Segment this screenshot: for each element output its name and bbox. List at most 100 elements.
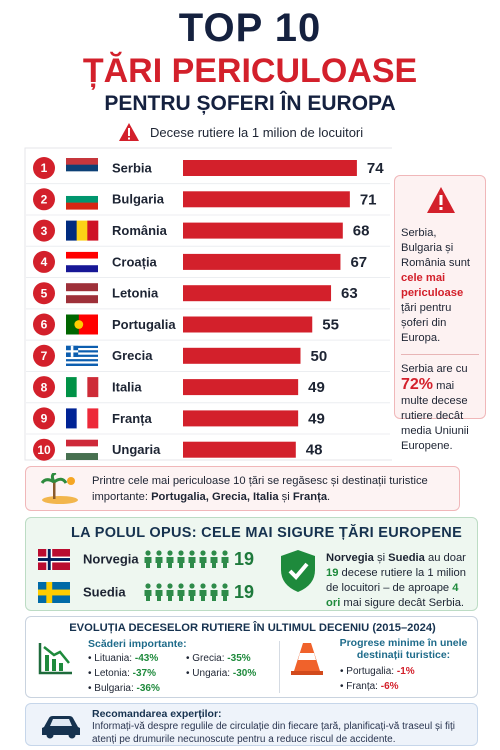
flag-stripe (87, 377, 99, 398)
warning-icon (119, 123, 139, 141)
flag-emblem (74, 320, 84, 329)
icon-shape (298, 653, 316, 660)
cone-icon (291, 643, 323, 675)
flag (38, 549, 70, 570)
flag-stripe (66, 408, 77, 429)
person-icon (189, 550, 195, 556)
person-icon (211, 550, 217, 556)
flag-stripe (66, 361, 98, 364)
list-item: • Franța: -6% (340, 679, 399, 694)
rank-label: 7 (41, 349, 48, 363)
flag-stripe (66, 348, 98, 351)
emphasis: Norvegia (326, 552, 374, 564)
flag-cross (38, 589, 70, 596)
bar (183, 441, 296, 458)
person-icon (200, 583, 206, 589)
title: ȚĂRI PERICULOASE (82, 52, 418, 90)
bar (183, 316, 313, 333)
country-value: 19 (234, 549, 254, 569)
category-label: Portugalia (112, 317, 176, 332)
person-icon (155, 590, 163, 601)
item-name: Portugalia: (346, 666, 395, 677)
person-icon (144, 590, 152, 601)
value-label: 68 (353, 223, 370, 240)
icon-shape (52, 659, 56, 671)
person-icon (167, 583, 173, 589)
flag (66, 189, 98, 210)
item-change: -6% (380, 681, 399, 692)
flag-stripe (66, 359, 98, 362)
person-icon (222, 550, 228, 556)
icon-shape (68, 731, 76, 739)
bar (183, 347, 301, 364)
separator (279, 641, 280, 693)
flag (66, 314, 98, 335)
tourism-note: Printre cele mai periculoase 10 țări se … (25, 466, 460, 511)
icon-shape (281, 550, 315, 592)
flag-stripe (66, 350, 98, 353)
separator (401, 354, 479, 355)
text: țări pentru șoferi din Europa. (401, 302, 452, 344)
bar (183, 379, 299, 396)
person-icon (222, 583, 228, 589)
value-label: 49 (308, 379, 325, 396)
rank-badge (33, 313, 55, 336)
recommendation: Recomandarea experților: Informați-vă de… (25, 703, 478, 746)
flag-stripe (66, 354, 98, 358)
flag-cross (70, 345, 74, 357)
flag (38, 582, 70, 603)
text: și (373, 552, 389, 564)
person-icon (177, 590, 185, 601)
bar (183, 222, 343, 239)
value-label: 74 (367, 160, 384, 177)
person-icon (156, 550, 162, 556)
category-label: Bulgaria (112, 192, 165, 207)
person-icon (167, 550, 173, 556)
emphasis: Franța (292, 491, 328, 503)
rank-badge (33, 282, 55, 305)
bar (183, 191, 350, 208)
person-icon (199, 557, 207, 568)
text: mai sigure decât Serbia. (340, 597, 465, 609)
value-label: 67 (350, 254, 367, 271)
flag-stripe (66, 251, 98, 259)
safest-list: Norvegia 19 Suedia 19 (38, 549, 254, 603)
safest-section: LA POLUL OPUS: CELE MAI SIGURE ȚĂRI EURO… (25, 517, 478, 611)
bullet: • (88, 653, 95, 664)
icon-shape (288, 562, 309, 580)
flag (66, 220, 99, 241)
category-label: Franța (112, 411, 153, 426)
flag-stripe (87, 408, 99, 429)
icon-shape (439, 195, 443, 205)
flag-stripe (66, 356, 98, 360)
note-text: Serbia, Bulgaria și România sunt cele ma… (401, 226, 479, 346)
flag-cross (38, 558, 70, 561)
title: TOP 10 (178, 6, 322, 50)
flag-stripe (66, 345, 98, 349)
title: PENTRU ȘOFERI ÎN EUROPA (104, 92, 396, 115)
person-icon (188, 590, 196, 601)
list-item: • Letonia: -37% (88, 666, 156, 681)
bar (183, 285, 332, 302)
icon-shape (38, 643, 72, 675)
person-icon (178, 550, 184, 556)
person-icon (210, 590, 218, 601)
icon-shape (43, 646, 70, 664)
list-item: • Grecia: -35% (186, 651, 251, 666)
text: și (278, 491, 293, 503)
emphasis: 4 ori (326, 582, 459, 609)
person-icon (200, 550, 206, 556)
rank-badge (33, 188, 55, 211)
chart-subtitle: Decese rutiere la 1 milion de locuitori (150, 125, 364, 140)
flag-stripe (66, 453, 98, 460)
person-icon (177, 557, 185, 568)
country-name: Suedia (83, 584, 126, 599)
emphasis: 19 (326, 567, 339, 579)
text: . (327, 491, 331, 503)
rank-badge (33, 219, 55, 242)
flag-stripe (66, 377, 77, 398)
bullet: • (88, 683, 95, 694)
category-label: Letonia (112, 286, 159, 301)
person-icon (188, 557, 196, 568)
note-stat: Serbia are cu 72% mai multe decese rutie… (401, 362, 479, 454)
